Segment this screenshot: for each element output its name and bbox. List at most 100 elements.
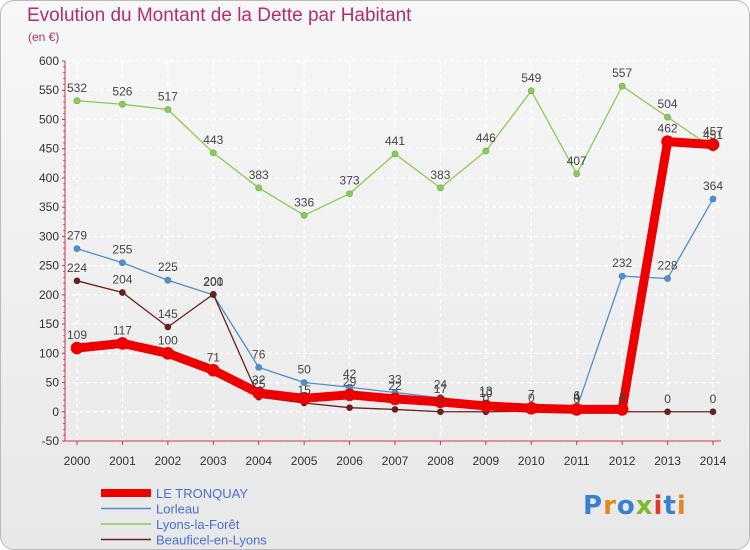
legend-label: Lyons-la-Forêt <box>156 517 240 532</box>
data-point <box>118 100 126 108</box>
data-point <box>161 347 175 360</box>
data-point <box>164 276 172 284</box>
y-tick-label: 550 <box>39 83 59 97</box>
x-tick-label: 2000 <box>64 454 91 468</box>
x-tick-label: 2006 <box>336 454 363 468</box>
data-point <box>118 289 126 297</box>
data-point <box>164 106 172 114</box>
data-point <box>709 408 717 416</box>
data-point <box>434 395 447 409</box>
data-label: 7 <box>528 388 535 402</box>
legend: LE TRONQUAYLorleauLyons-la-ForêtBeaufice… <box>101 486 267 548</box>
data-label: 100 <box>158 333 178 347</box>
axis-layer: -500501001502002503003504004505005506002… <box>39 54 727 468</box>
data-point <box>346 190 354 198</box>
data-label: 117 <box>113 323 132 337</box>
x-tick-label: 2012 <box>609 454 636 468</box>
x-tick-label: 2009 <box>473 454 500 468</box>
data-label: 549 <box>521 71 541 85</box>
data-label: 32 <box>252 373 266 387</box>
data-label: 0 <box>573 392 580 406</box>
data-point <box>436 408 444 416</box>
data-point <box>252 386 266 400</box>
logo-letter: x <box>635 491 654 521</box>
x-tick-label: 2014 <box>700 454 727 468</box>
data-label: 517 <box>158 90 178 104</box>
data-point <box>664 113 672 121</box>
x-tick-label: 2005 <box>291 454 318 468</box>
data-label: 4 <box>619 389 626 403</box>
x-tick-label: 2004 <box>245 454 272 468</box>
data-point <box>570 403 584 416</box>
data-label: 29 <box>343 375 357 389</box>
legend-label: Beauficel-en-Lyons <box>156 533 267 548</box>
data-label: 557 <box>612 66 632 80</box>
logo-letter: P <box>583 491 604 521</box>
data-point <box>300 211 308 219</box>
data-point <box>524 401 538 415</box>
y-tick-label: 200 <box>39 288 59 302</box>
data-label: 0 <box>710 392 717 406</box>
data-point <box>479 399 493 413</box>
legend-label: LE TRONQUAY <box>156 486 248 501</box>
data-point <box>206 363 220 377</box>
data-label: 255 <box>112 243 132 257</box>
x-tick-label: 2001 <box>109 454 136 468</box>
data-point <box>70 341 84 355</box>
y-tick-label: 350 <box>39 200 59 214</box>
x-tick-label: 2013 <box>654 454 681 468</box>
data-point <box>573 170 581 178</box>
data-label: 224 <box>67 261 87 275</box>
data-label: 383 <box>249 168 269 182</box>
y-tick-label: 400 <box>39 171 59 185</box>
data-point <box>388 392 402 406</box>
data-label: 33 <box>388 372 402 386</box>
data-point <box>300 379 308 387</box>
y-tick-label: 100 <box>39 346 59 360</box>
x-tick-label: 2010 <box>518 454 545 468</box>
data-label: 76 <box>252 347 266 361</box>
data-point <box>343 388 356 402</box>
chart-title: Evolution du Montant de la Dette par Hab… <box>27 5 412 26</box>
data-label: 71 <box>207 350 221 364</box>
data-point <box>618 82 626 90</box>
data-point <box>73 97 81 105</box>
data-label: 336 <box>294 195 314 209</box>
data-label: 0 <box>483 392 490 406</box>
y-tick-label: 500 <box>39 112 59 126</box>
data-label: 204 <box>112 273 132 287</box>
data-point <box>664 274 672 282</box>
data-label: 22 <box>388 379 402 393</box>
data-label: 457 <box>703 125 723 139</box>
data-point <box>209 149 217 157</box>
data-point <box>436 184 444 192</box>
data-point <box>209 290 217 298</box>
data-label: 4 <box>573 389 580 403</box>
y-tick-label: 450 <box>39 142 59 156</box>
data-label: 0 <box>528 391 535 405</box>
y-tick-label: 50 <box>46 376 60 390</box>
data-label: 462 <box>658 122 678 136</box>
data-point <box>615 403 629 416</box>
data-label: 15 <box>297 383 311 397</box>
data-point <box>297 392 311 405</box>
data-label: 201 <box>203 274 223 288</box>
x-tick-label: 2008 <box>427 454 454 468</box>
y-tick-label: -50 <box>42 434 60 448</box>
data-label-layer: 532 526 5174433833363734413834465494075575… <box>67 66 723 406</box>
chart-subtitle: (en €) <box>28 30 60 44</box>
data-label: 526 <box>112 84 132 98</box>
logo-letter: t <box>663 491 677 521</box>
data-point <box>664 408 672 416</box>
data-point <box>661 135 674 148</box>
data-label: 17 <box>434 382 448 396</box>
data-label: 443 <box>203 133 223 147</box>
data-label: 225 <box>158 260 178 274</box>
data-point <box>482 147 490 155</box>
proxiti-logo: Proxiti <box>583 491 687 521</box>
y-tick-label: 600 <box>39 54 59 68</box>
data-label: 407 <box>567 154 587 168</box>
x-tick-label: 2002 <box>155 454 182 468</box>
data-point <box>164 323 172 331</box>
